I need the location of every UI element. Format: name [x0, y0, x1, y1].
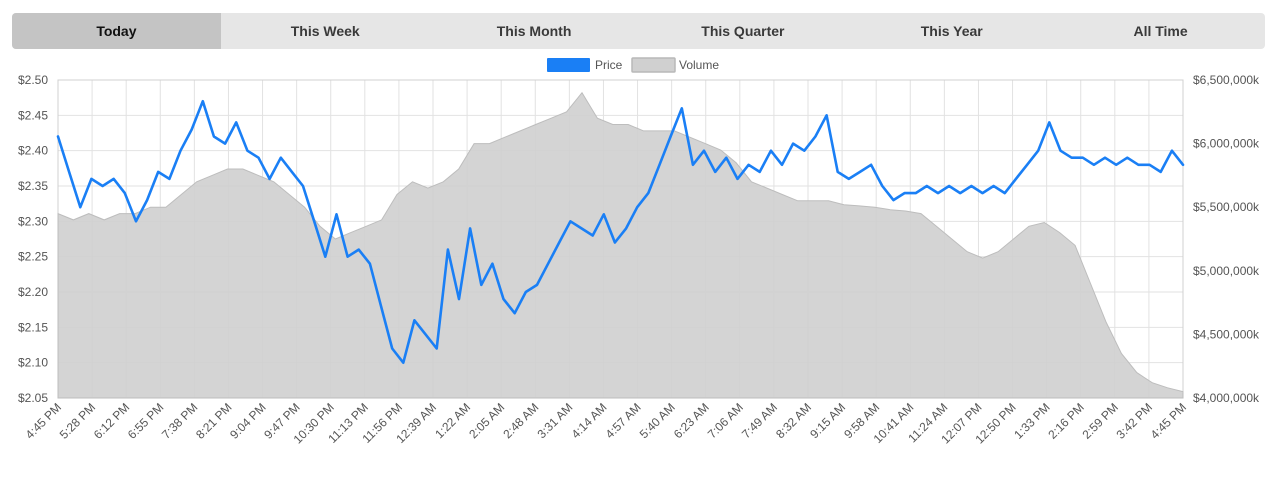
legend-price-swatch[interactable] [547, 58, 590, 72]
x-tick-label: 6:23 AM [671, 400, 712, 441]
x-tick-label: 4:57 AM [603, 400, 644, 441]
legend-volume-label[interactable]: Volume [679, 58, 719, 72]
y-left-tick-label: $2.25 [18, 250, 48, 264]
y-right-tick-label: $4,000,000k [1193, 391, 1260, 405]
y-right-tick-label: $4,500,000k [1193, 327, 1260, 341]
tab-today[interactable]: Today [12, 13, 221, 49]
y-left-tick-label: $2.20 [18, 285, 48, 299]
x-tick-label: 9:15 AM [807, 400, 848, 441]
y-left-tick-label: $2.40 [18, 144, 48, 158]
x-tick-label: 8:32 AM [773, 400, 814, 441]
time-range-tabs: Today This Week This Month This Quarter … [12, 13, 1265, 49]
x-tick-label: 6:12 PM [91, 400, 133, 442]
x-tick-label: 7:38 PM [159, 400, 201, 442]
x-tick-label: 1:22 AM [432, 400, 473, 441]
y-left-tick-label: $2.05 [18, 391, 48, 405]
tab-all-time[interactable]: All Time [1133, 23, 1188, 39]
x-tick-label: 8:21 PM [193, 400, 235, 442]
tab-this-week[interactable]: This Week [290, 23, 360, 39]
x-tick-label: 7:49 AM [739, 400, 780, 441]
y-left-tick-label: $2.35 [18, 179, 48, 193]
y-left-tick-label: $2.15 [18, 320, 48, 334]
y-right-tick-label: $5,500,000k [1193, 200, 1260, 214]
x-tick-label: 2:16 PM [1045, 400, 1087, 442]
x-tick-label: 1:33 PM [1011, 400, 1053, 442]
tab-this-month[interactable]: This Month [496, 23, 572, 39]
x-tick-label: 5:40 AM [637, 400, 678, 441]
y-right-tick-label: $5,000,000k [1193, 264, 1260, 278]
x-tick-label: 2:48 AM [500, 400, 541, 441]
x-tick-label: 4:14 AM [569, 400, 610, 441]
x-tick-label: 2:59 PM [1079, 400, 1121, 442]
price-series [56, 99, 1185, 364]
legend-volume-swatch[interactable] [631, 57, 676, 73]
y-left-tick-label: $2.10 [18, 356, 48, 370]
legend-price-label[interactable]: Price [595, 58, 623, 72]
x-tick-label: 9:04 PM [227, 400, 269, 442]
tab-this-quarter[interactable]: This Quarter [701, 23, 785, 39]
y-left-tick-label: $2.30 [18, 214, 48, 228]
x-tick-label: 3:31 AM [534, 400, 575, 441]
tab-this-year[interactable]: This Year [920, 23, 983, 39]
y-right-tick-label: $6,000,000k [1193, 137, 1260, 151]
x-tick-label: 2:05 AM [466, 400, 507, 441]
volume-area [57, 91, 1184, 399]
x-tick-label: 5:28 PM [57, 400, 99, 442]
y-left-tick-label: $2.45 [18, 108, 48, 122]
y-right-tick-label: $6,500,000k [1193, 73, 1260, 87]
legend[interactable]: Price Volume [547, 57, 719, 73]
x-tick-label: 4:45 PM [23, 400, 65, 442]
x-tick-label: 6:55 PM [125, 400, 167, 442]
price-line [56, 99, 1185, 364]
volume-series [57, 91, 1184, 399]
price-volume-chart: $2.50 $2.45 $2.40 $2.35 $2.30 $2.25 $2.20 $2.15… [18, 57, 1260, 446]
x-tick-label: 4:45 PM [1148, 400, 1190, 442]
x-tick-label: 7:06 AM [705, 400, 746, 441]
x-tick-label: 3:42 PM [1114, 400, 1156, 442]
y-left-tick-label: $2.50 [18, 73, 48, 87]
